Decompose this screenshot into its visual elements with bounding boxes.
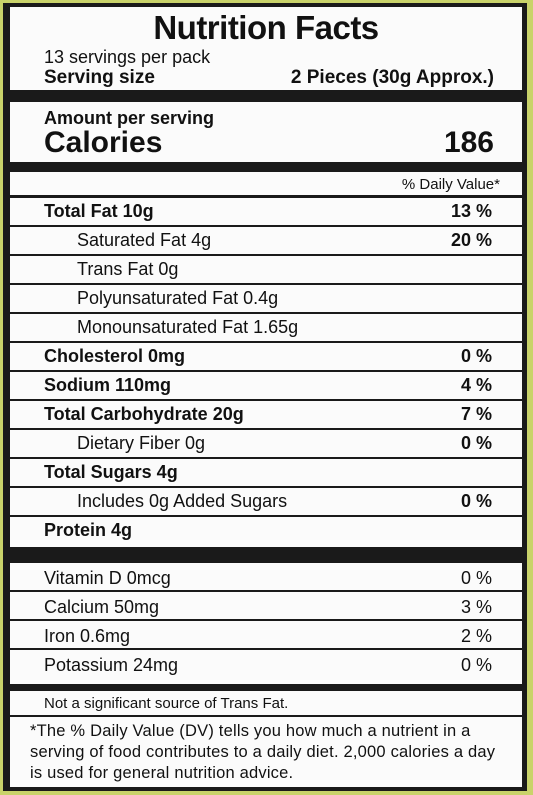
nutrient-name: Total Fat 10g [44, 201, 154, 221]
daily-value-header: % Daily Value* [10, 172, 522, 198]
nutrients-section: % Daily Value* Total Fat 10g 13 % Satura… [10, 172, 522, 547]
nutrition-label: Nutrition Facts 13 servings per pack Ser… [3, 3, 527, 791]
nutrient-row: Includes 0g Added Sugars 0 % [10, 488, 522, 517]
nutrient-percent: 7 % [460, 404, 492, 424]
vitamin-percent: 0 % [460, 655, 492, 675]
vitamin-row: Iron 0.6mg 2 % [10, 621, 522, 650]
nutrient-row: Protein 4g [10, 517, 522, 546]
vitamin-name: Calcium 50mg [44, 597, 160, 617]
nutrient-percent: 0 % [460, 433, 492, 453]
nutrient-row: Saturated Fat 4g 20 % [10, 227, 522, 256]
serving-size-value: 2 Pieces (30g Approx.) [290, 67, 494, 88]
calories-label: Calories [44, 126, 163, 159]
nutrient-name: Trans Fat 0g [77, 259, 179, 279]
amount-per-serving: Amount per serving [44, 108, 215, 128]
serving-size-label: Serving size [44, 67, 155, 88]
label-title: Nutrition Facts [153, 9, 379, 46]
nutrient-row: Polyunsaturated Fat 0.4g [10, 285, 522, 314]
vitamin-percent: 2 % [460, 626, 492, 646]
nutrient-percent: 20 % [450, 230, 492, 250]
nutrient-percent: 4 % [460, 375, 492, 395]
nutrient-row: Total Sugars 4g [10, 459, 522, 488]
vitamin-row: Vitamin D 0mcg 0 % [10, 563, 522, 592]
nutrient-name: Sodium 110mg [44, 375, 172, 395]
vitamins-section: Vitamin D 0mcg 0 % Calcium 50mg 3 % Iron… [10, 563, 522, 684]
nutrient-percent: 0 % [460, 346, 492, 366]
daily-value-footnote: *The % Daily Value (DV) tells you how mu… [30, 722, 496, 782]
vitamin-percent: 0 % [460, 568, 492, 588]
nutrient-row: Dietary Fiber 0g 0 % [10, 430, 522, 459]
calories-section: Amount per serving Calories 186 [10, 102, 522, 162]
vitamin-name: Iron 0.6mg [44, 626, 131, 646]
nutrient-name: Total Carbohydrate 20g [44, 404, 244, 424]
nutrient-percent: 13 % [450, 201, 492, 221]
vitamin-name: Potassium 24mg [44, 655, 179, 675]
nutrient-row: Total Carbohydrate 20g 7 % [10, 401, 522, 430]
nutrient-name: Saturated Fat 4g [77, 230, 212, 250]
nutrient-name: Includes 0g Added Sugars [77, 491, 288, 511]
vitamin-row: Calcium 50mg 3 % [10, 592, 522, 621]
vitamin-percent: 3 % [460, 597, 492, 617]
nutrient-row: Trans Fat 0g [10, 256, 522, 285]
nutrient-name: Total Sugars 4g [44, 462, 178, 482]
trans-fat-note: Not a significant source of Trans Fat. [44, 695, 289, 712]
nutrient-row: Total Fat 10g 13 % [10, 198, 522, 227]
calories-value: 186 [443, 126, 494, 159]
servings-per-pack: 13 servings per pack [44, 47, 211, 67]
nutrient-row: Sodium 110mg 4 % [10, 372, 522, 401]
footnote-section: Not a significant source of Trans Fat. *… [10, 691, 522, 787]
nutrient-row: Monounsaturated Fat 1.65g [10, 314, 522, 343]
nutrient-name: Cholesterol 0mg [44, 346, 186, 366]
nutrient-name: Polyunsaturated Fat 0.4g [77, 288, 279, 308]
vitamin-row: Potassium 24mg 0 % [10, 650, 522, 679]
nutrient-row: Cholesterol 0mg 0 % [10, 343, 522, 372]
nutrient-percent: 0 % [460, 491, 492, 511]
divider [10, 715, 522, 717]
nutrient-name: Protein 4g [44, 520, 133, 540]
nutrient-name: Monounsaturated Fat 1.65g [77, 317, 299, 337]
vitamin-name: Vitamin D 0mcg [44, 568, 171, 588]
header-section: Nutrition Facts 13 servings per pack Ser… [10, 7, 522, 90]
nutrient-name: Dietary Fiber 0g [77, 433, 206, 453]
